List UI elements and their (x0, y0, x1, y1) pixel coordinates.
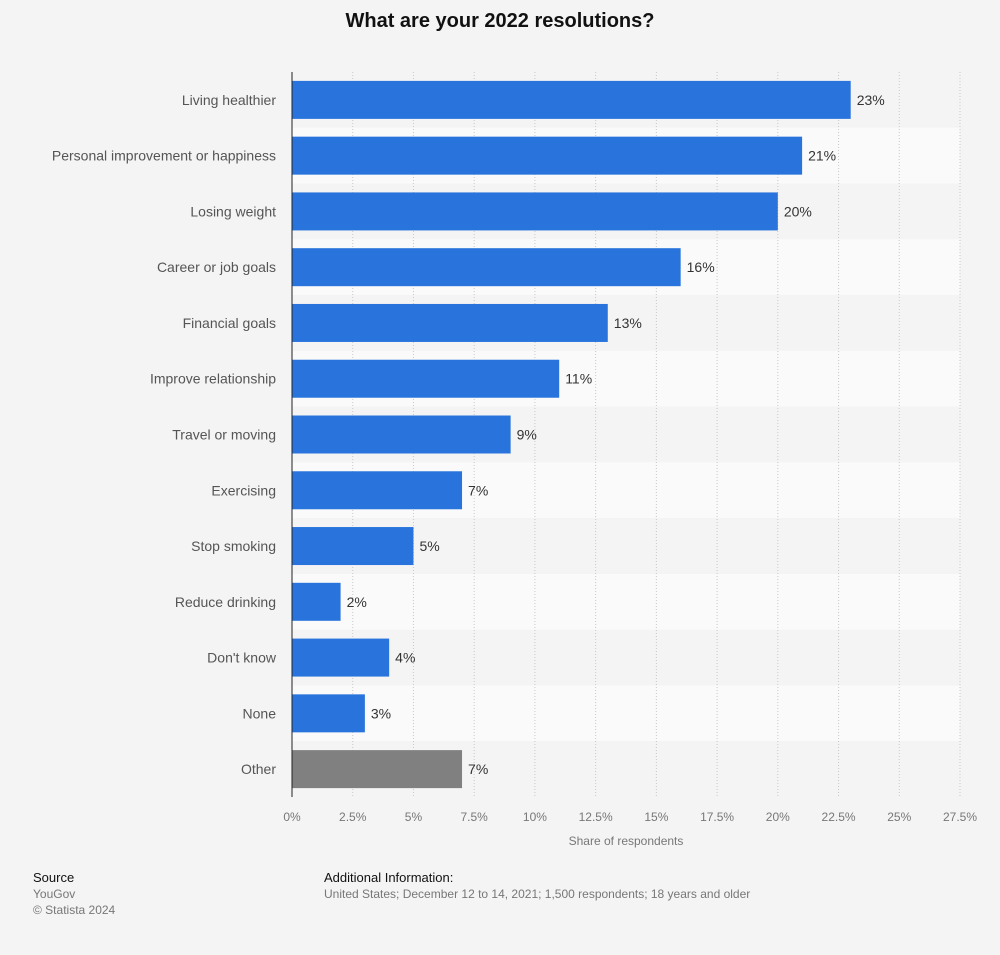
category-label: None (243, 705, 277, 721)
category-label: Don't know (207, 650, 277, 666)
x-tick-label: 20% (766, 810, 790, 824)
row-band (292, 573, 960, 630)
x-tick-label: 25% (887, 810, 911, 824)
x-axis-label: Share of respondents (569, 834, 684, 848)
category-label: Personal improvement or happiness (52, 148, 276, 164)
x-tick-label: 2.5% (339, 810, 367, 824)
bar (292, 80, 851, 119)
bar (292, 471, 463, 510)
value-label: 13% (614, 315, 642, 331)
bar (292, 638, 390, 677)
x-tick-label: 7.5% (461, 810, 489, 824)
category-label: Living healthier (182, 92, 277, 108)
category-label: Stop smoking (191, 538, 276, 554)
bar (292, 582, 341, 621)
category-label: Career or job goals (157, 259, 276, 275)
bar (292, 248, 681, 287)
value-label: 11% (565, 371, 592, 387)
value-label: 21% (808, 148, 836, 164)
x-tick-label: 10% (523, 810, 547, 824)
category-label: Improve relationship (150, 371, 276, 387)
x-tick-label: 15% (644, 810, 668, 824)
x-tick-label: 27.5% (943, 810, 977, 824)
copyright-text: © Statista 2024 (33, 903, 116, 917)
additional-info-block: Additional Information: United States; D… (324, 870, 750, 902)
x-tick-label: 0% (283, 810, 301, 824)
value-label: 3% (371, 705, 391, 721)
x-tick-label: 12.5% (579, 810, 613, 824)
additional-info-text: United States; December 12 to 14, 2021; … (324, 887, 751, 901)
bar (292, 750, 463, 789)
row-band (292, 629, 960, 686)
x-tick-label: 5% (405, 810, 423, 824)
category-label: Losing weight (190, 203, 276, 219)
value-label: 5% (419, 538, 439, 554)
value-label: 4% (395, 650, 415, 666)
bar (292, 359, 560, 398)
value-label: 20% (784, 203, 812, 219)
bar (292, 694, 365, 733)
value-label: 7% (468, 761, 488, 777)
source-block: Source YouGov © Statista 2024 (33, 870, 115, 918)
additional-info-heading: Additional Information: (324, 870, 454, 885)
category-label: Financial goals (183, 315, 276, 331)
chart-title: What are your 2022 resolutions? (345, 10, 655, 32)
category-label: Travel or moving (172, 427, 276, 443)
category-label: Other (241, 761, 276, 777)
bar (292, 136, 803, 175)
category-label: Reduce drinking (175, 594, 276, 610)
source-name: YouGov (33, 887, 76, 901)
bar (292, 415, 511, 454)
category-label: Exercising (211, 482, 276, 498)
value-label: 23% (857, 92, 885, 108)
bar (292, 192, 778, 231)
value-label: 9% (517, 427, 537, 443)
bar (292, 303, 608, 342)
x-tick-label: 17.5% (700, 810, 734, 824)
value-label: 2% (347, 594, 367, 610)
source-heading: Source (33, 870, 75, 885)
x-tick-label: 22.5% (822, 810, 856, 824)
value-label: 7% (468, 482, 488, 498)
bar-chart: 0% 2.5% 5% 7.5% 10% 12.5% 15% 17.5% 20% 22.5% 25% 2… (52, 72, 977, 848)
row-band (292, 685, 960, 742)
bar (292, 527, 414, 566)
value-label: 16% (687, 259, 715, 275)
